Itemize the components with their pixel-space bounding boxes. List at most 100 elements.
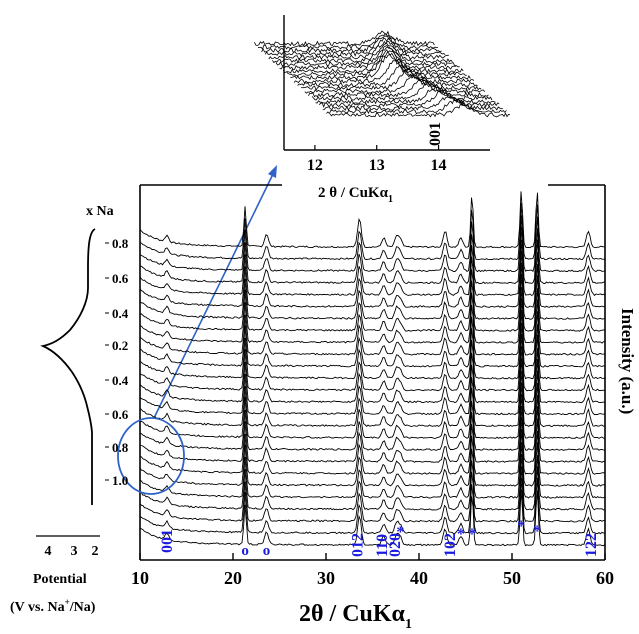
inset-trace	[254, 30, 435, 47]
xrd-trace	[139, 250, 606, 308]
inset-trace	[322, 96, 503, 111]
na-tick-labels: 0.8 0.6 0.4 0.2 0.4 0.6 0.8 1.0	[105, 236, 129, 488]
x-na-label: x Na	[86, 204, 114, 219]
xrd-trace	[139, 466, 606, 523]
cell-component-marker: *	[457, 526, 465, 543]
inset-x-tick-label: 12	[307, 157, 323, 174]
xrd-trace	[139, 358, 606, 416]
main-x-label: 2θ / CuKα1	[299, 601, 412, 632]
zoom-arrow	[153, 165, 277, 419]
xrd-trace	[139, 429, 606, 487]
inset-panel: 12 13 14 001 2 θ / CuKα1	[254, 15, 511, 205]
xrd-trace	[139, 489, 606, 547]
xrd-trace	[139, 382, 606, 439]
x-tick-label: 10	[131, 568, 149, 588]
potential-tick-label: 3	[71, 544, 78, 559]
inset-trace	[304, 71, 486, 94]
xrd-trace	[139, 298, 606, 356]
inset-traces	[254, 30, 511, 118]
xrd-trace	[139, 346, 606, 404]
x-tick-label: 50	[503, 568, 521, 588]
cell-component-marker: *	[533, 523, 541, 540]
inset-x-label: 2 θ / CuKα1	[318, 185, 393, 205]
xrd-trace	[139, 239, 606, 297]
peak-index-label: 001	[159, 529, 176, 553]
inset-trace	[311, 80, 493, 101]
inset-trace	[329, 102, 511, 118]
impurity-marker: o	[241, 543, 249, 559]
inset-x-tick-label: 13	[369, 157, 385, 174]
x-tick-label: 20	[224, 568, 242, 588]
inset-trace	[272, 42, 453, 64]
inset-trace	[264, 37, 446, 57]
xrd-trace	[139, 477, 606, 535]
inset-trace	[297, 63, 478, 88]
impurity-marker: o	[263, 543, 271, 559]
cell-component-marker: *	[517, 518, 525, 535]
na-tick-label: 0.6	[112, 407, 129, 422]
inset-trace	[326, 97, 507, 115]
xrd-trace	[139, 309, 606, 368]
potential-curve	[40, 228, 96, 505]
na-tick-label: 1.0	[112, 473, 128, 488]
x-tick-label: 30	[317, 568, 335, 588]
inset-trace	[308, 76, 489, 98]
inset-trace	[290, 53, 471, 81]
peak-index-label: 110	[374, 534, 391, 557]
x-tick-label: 60	[596, 568, 614, 588]
na-tick-label: 0.4	[112, 306, 129, 321]
xrd-trace	[139, 393, 606, 451]
xrd-trace	[139, 370, 606, 428]
inset-trace	[315, 84, 496, 105]
xrd-trace	[139, 287, 606, 344]
xrd-trace	[139, 454, 606, 511]
cell-component-marker: *	[468, 526, 476, 543]
inset-trace	[275, 44, 457, 67]
na-tick-label: 0.8	[112, 236, 129, 251]
xrd-trace	[139, 333, 606, 392]
inset-trace	[268, 40, 449, 60]
x-tick-label: 40	[410, 568, 428, 588]
inset-trace	[293, 59, 475, 84]
main-traces	[139, 191, 606, 547]
inset-peak-label: 001	[427, 122, 444, 146]
main-y-label: Intensity (a.u.)	[618, 308, 637, 414]
inset-trace	[286, 51, 467, 78]
peak-index-label: 102	[442, 533, 459, 557]
inset-trace	[261, 35, 442, 54]
potential-label: Potential	[33, 572, 87, 587]
peak-index-label: 020	[387, 533, 404, 557]
xrd-trace	[139, 405, 606, 463]
xrd-trace	[139, 416, 606, 475]
inset-trace	[282, 49, 464, 74]
xrd-trace	[139, 191, 606, 249]
xrd-trace	[139, 441, 606, 499]
na-tick-label: 0.4	[112, 373, 129, 388]
highlight-ellipse	[117, 417, 185, 495]
cell-component-marker: *	[396, 524, 404, 541]
inset-trace	[318, 89, 500, 108]
xrd-trace	[139, 215, 606, 273]
inset-trace	[279, 46, 460, 70]
xrd-trace	[139, 262, 606, 320]
peak-index-label: 122	[583, 533, 600, 557]
na-tick-label: 0.2	[112, 338, 128, 353]
xrd-trace	[139, 322, 606, 380]
inset-ticks: 12 13 14	[307, 145, 447, 174]
main-ticks: 10 20 30 40 50 60	[131, 553, 614, 588]
potential-units: (V vs. Na+/Na)	[10, 597, 96, 615]
xrd-trace	[139, 202, 606, 261]
potential-tick-label: 4	[45, 544, 52, 559]
inset-trace	[301, 67, 482, 91]
xrd-trace	[139, 273, 606, 332]
na-tick-label: 0.6	[112, 271, 129, 286]
potential-tick-label: 2	[92, 544, 99, 559]
xrd-trace	[139, 226, 606, 285]
peak-index-label: 012	[350, 533, 367, 557]
inset-trace	[257, 33, 438, 50]
